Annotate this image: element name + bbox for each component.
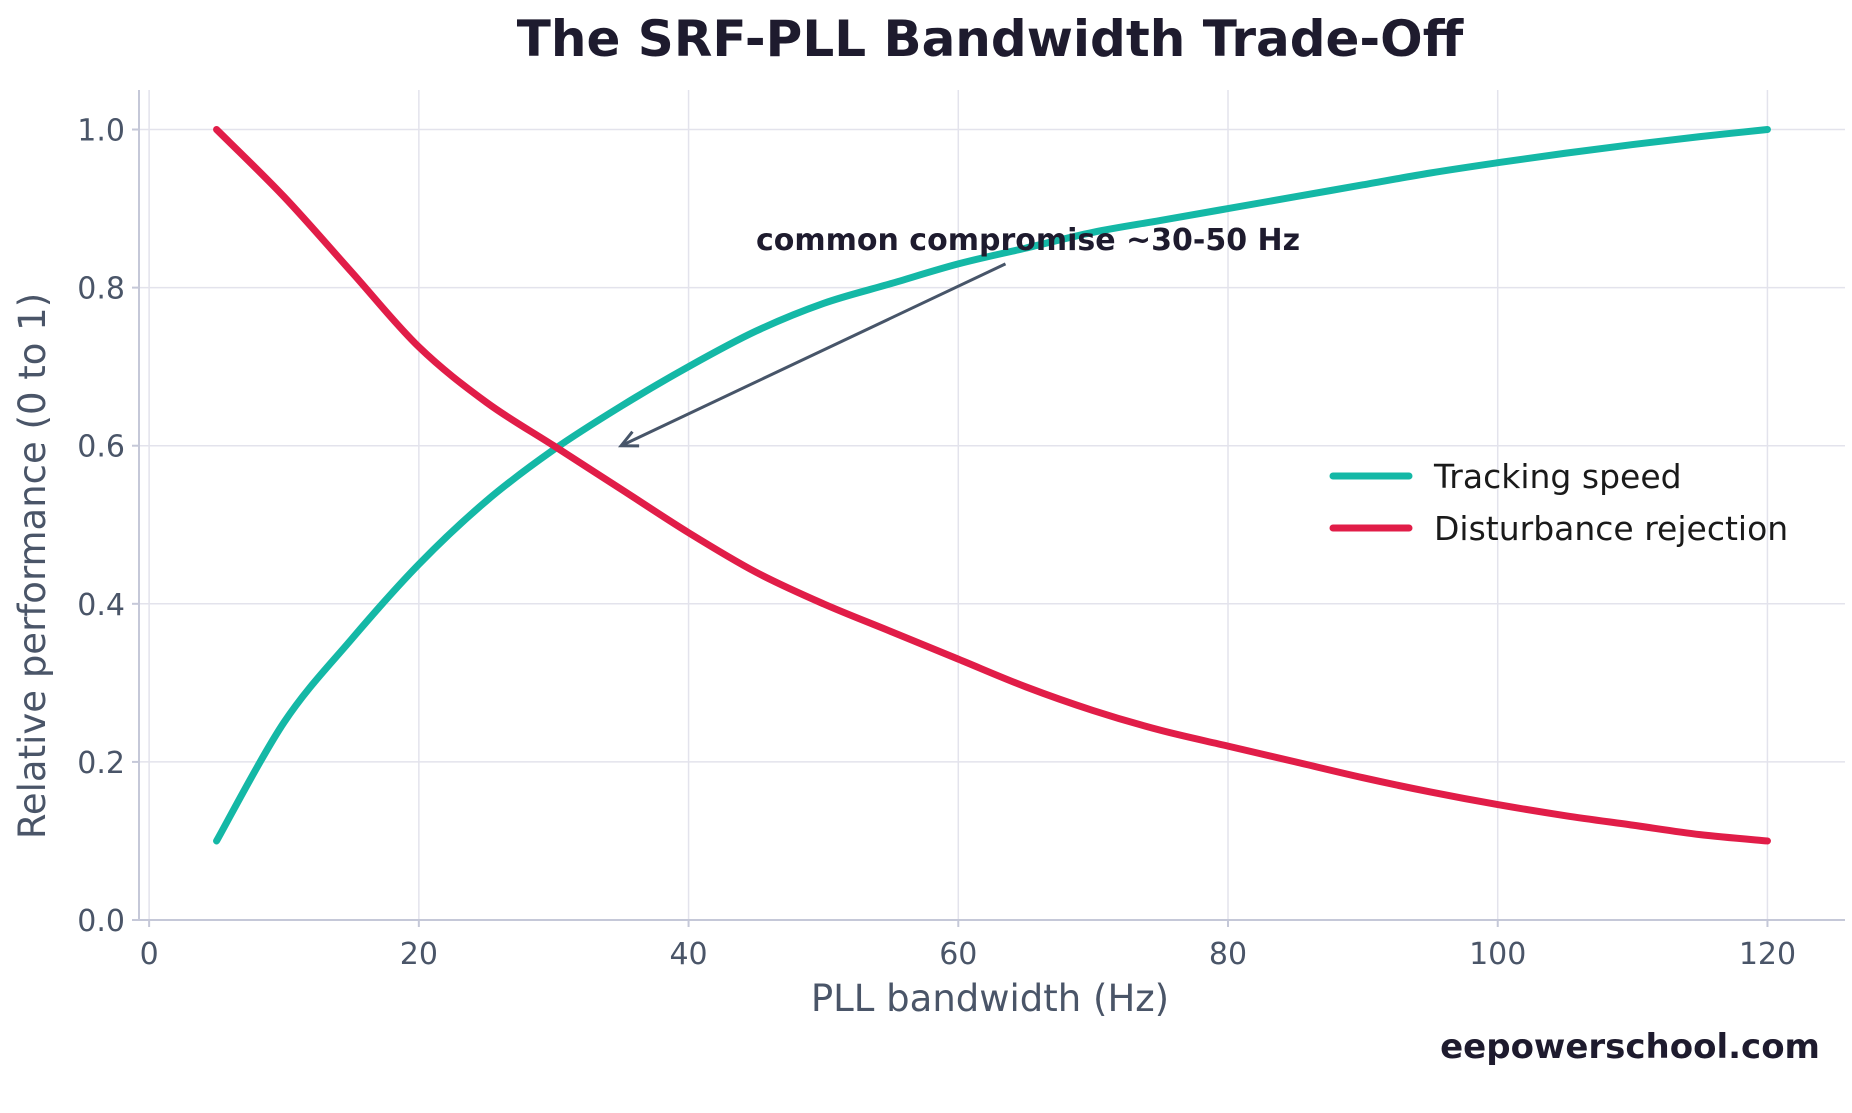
y-tick-label: 1.0 bbox=[77, 114, 125, 149]
x-tick-label: 120 bbox=[1739, 937, 1796, 972]
x-tick-label: 20 bbox=[400, 937, 438, 972]
y-tick-label: 0.2 bbox=[77, 746, 125, 781]
x-tick-label: 100 bbox=[1469, 937, 1526, 972]
annotation-text: common compromise ~30-50 Hz bbox=[756, 223, 1300, 258]
series-line-disturbance-rejection bbox=[213, 126, 1771, 845]
y-tick-label: 0.4 bbox=[77, 588, 125, 623]
legend-label-tracking-speed: Tracking speed bbox=[1433, 457, 1682, 496]
legend-label-disturbance-rejection: Disturbance rejection bbox=[1434, 509, 1788, 548]
legend: Tracking speed Disturbance rejection bbox=[1329, 457, 1788, 548]
y-axis-label: Relative performance (0 to 1) bbox=[11, 293, 54, 839]
y-tick-label: 0.0 bbox=[77, 904, 125, 939]
annotation-arrowhead bbox=[618, 430, 640, 448]
x-tick-label: 60 bbox=[939, 937, 977, 972]
y-tick-label: 0.6 bbox=[77, 430, 125, 465]
axes-spines bbox=[138, 90, 1845, 921]
annotation-arrow bbox=[620, 262, 1007, 448]
series-line-tracking-speed bbox=[213, 126, 1771, 845]
annotation: common compromise ~30-50 Hz bbox=[618, 223, 1300, 448]
x-axis-label: PLL bandwidth (Hz) bbox=[811, 977, 1169, 1020]
series-lines bbox=[213, 126, 1771, 845]
y-axis-ticks: 0.0 0.2 0.4 0.6 0.8 1.0 bbox=[77, 114, 139, 939]
y-tick-label: 0.8 bbox=[77, 272, 125, 307]
grid bbox=[139, 90, 1845, 921]
x-tick-label: 40 bbox=[669, 937, 707, 972]
chart-title: The SRF-PLL Bandwidth Trade-Off bbox=[517, 10, 1464, 68]
x-tick-label: 80 bbox=[1209, 937, 1247, 972]
x-tick-label: 0 bbox=[140, 937, 159, 972]
watermark: eepowerschool.com bbox=[1440, 1027, 1820, 1067]
x-axis-ticks: 0 20 40 60 80 100 120 bbox=[140, 920, 1796, 972]
